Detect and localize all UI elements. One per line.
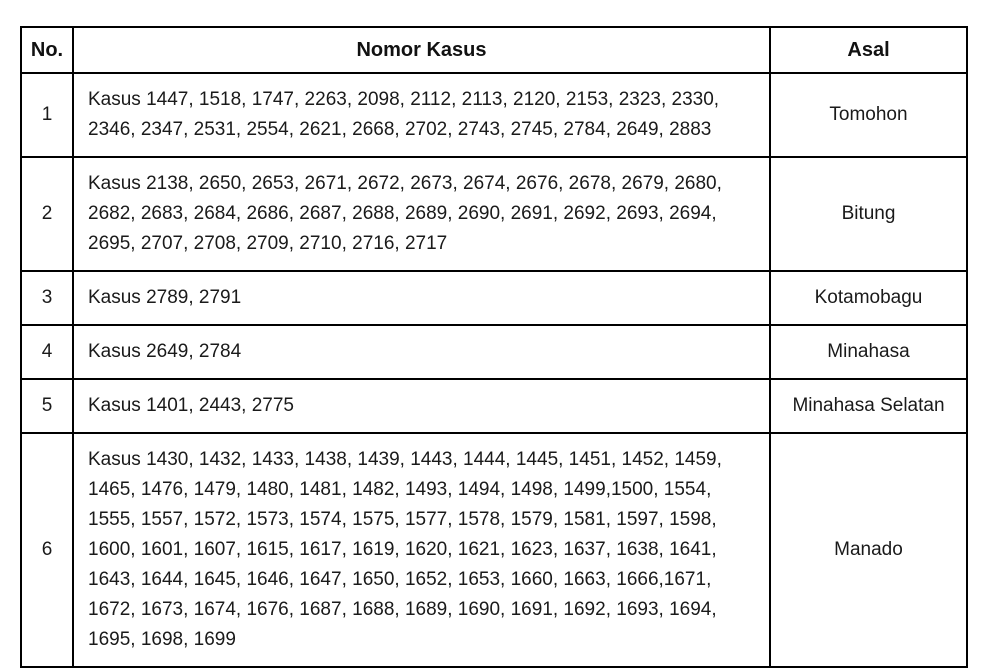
table-row: 1 Kasus 1447, 1518, 1747, 2263, 2098, 21… <box>20 72 968 158</box>
row-number: 1 <box>20 72 74 158</box>
table-row: 3 Kasus 2789, 2791 Kotamobagu <box>20 270 968 326</box>
origin: Kotamobagu <box>769 270 968 326</box>
table-header-row: No. Nomor Kasus Asal <box>20 26 968 74</box>
case-origin-table: No. Nomor Kasus Asal 1 Kasus 1447, 1518,… <box>20 26 968 668</box>
column-header-no: No. <box>20 26 74 74</box>
table-row: 4 Kasus 2649, 2784 Minahasa <box>20 324 968 380</box>
row-number: 6 <box>20 432 74 668</box>
origin: Bitung <box>769 156 968 272</box>
origin: Minahasa Selatan <box>769 378 968 434</box>
row-number: 2 <box>20 156 74 272</box>
origin: Minahasa <box>769 324 968 380</box>
case-numbers: Kasus 2138, 2650, 2653, 2671, 2672, 2673… <box>72 156 771 272</box>
table-row: 2 Kasus 2138, 2650, 2653, 2671, 2672, 26… <box>20 156 968 272</box>
table-row: 6 Kasus 1430, 1432, 1433, 1438, 1439, 14… <box>20 432 968 668</box>
column-header-nomor-kasus: Nomor Kasus <box>72 26 771 74</box>
origin: Manado <box>769 432 968 668</box>
row-number: 4 <box>20 324 74 380</box>
column-header-asal: Asal <box>769 26 968 74</box>
row-number: 5 <box>20 378 74 434</box>
origin: Tomohon <box>769 72 968 158</box>
row-number: 3 <box>20 270 74 326</box>
case-numbers: Kasus 2649, 2784 <box>72 324 771 380</box>
case-numbers: Kasus 2789, 2791 <box>72 270 771 326</box>
table-row: 5 Kasus 1401, 2443, 2775 Minahasa Selata… <box>20 378 968 434</box>
case-numbers: Kasus 1430, 1432, 1433, 1438, 1439, 1443… <box>72 432 771 668</box>
case-numbers: Kasus 1401, 2443, 2775 <box>72 378 771 434</box>
case-numbers: Kasus 1447, 1518, 1747, 2263, 2098, 2112… <box>72 72 771 158</box>
